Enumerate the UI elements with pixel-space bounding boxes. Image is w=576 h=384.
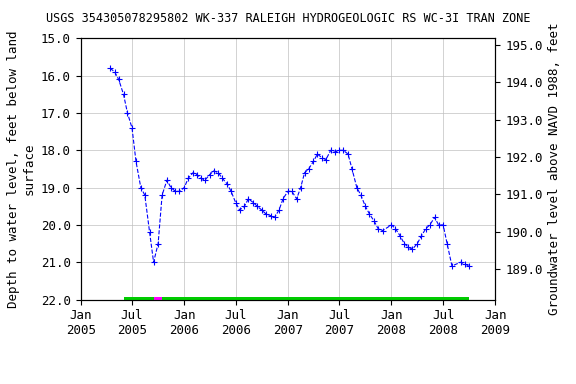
Legend: Period of approved data, Period of provisional data: Period of approved data, Period of provi… <box>52 379 524 384</box>
Text: USGS 354305078295802 WK-337 RALEIGH HYDROGEOLOGIC RS WC-3I TRAN ZONE: USGS 354305078295802 WK-337 RALEIGH HYDR… <box>46 12 530 25</box>
Y-axis label: Groundwater level above NAVD 1988, feet: Groundwater level above NAVD 1988, feet <box>548 23 561 315</box>
Y-axis label: Depth to water level, feet below land
surface: Depth to water level, feet below land su… <box>7 30 35 308</box>
